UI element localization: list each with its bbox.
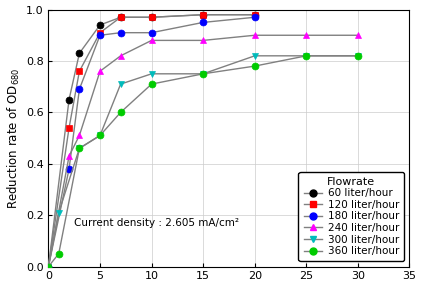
Y-axis label: Reduction rate of OD$_{680}$: Reduction rate of OD$_{680}$ — [5, 67, 22, 209]
Text: Current density : 2.605 mA/cm²: Current density : 2.605 mA/cm² — [74, 218, 239, 228]
Legend: 60 liter/hour, 120 liter/hour, 180 liter/hour, 240 liter/hour, 300 liter/hour, 3: 60 liter/hour, 120 liter/hour, 180 liter… — [298, 172, 404, 261]
